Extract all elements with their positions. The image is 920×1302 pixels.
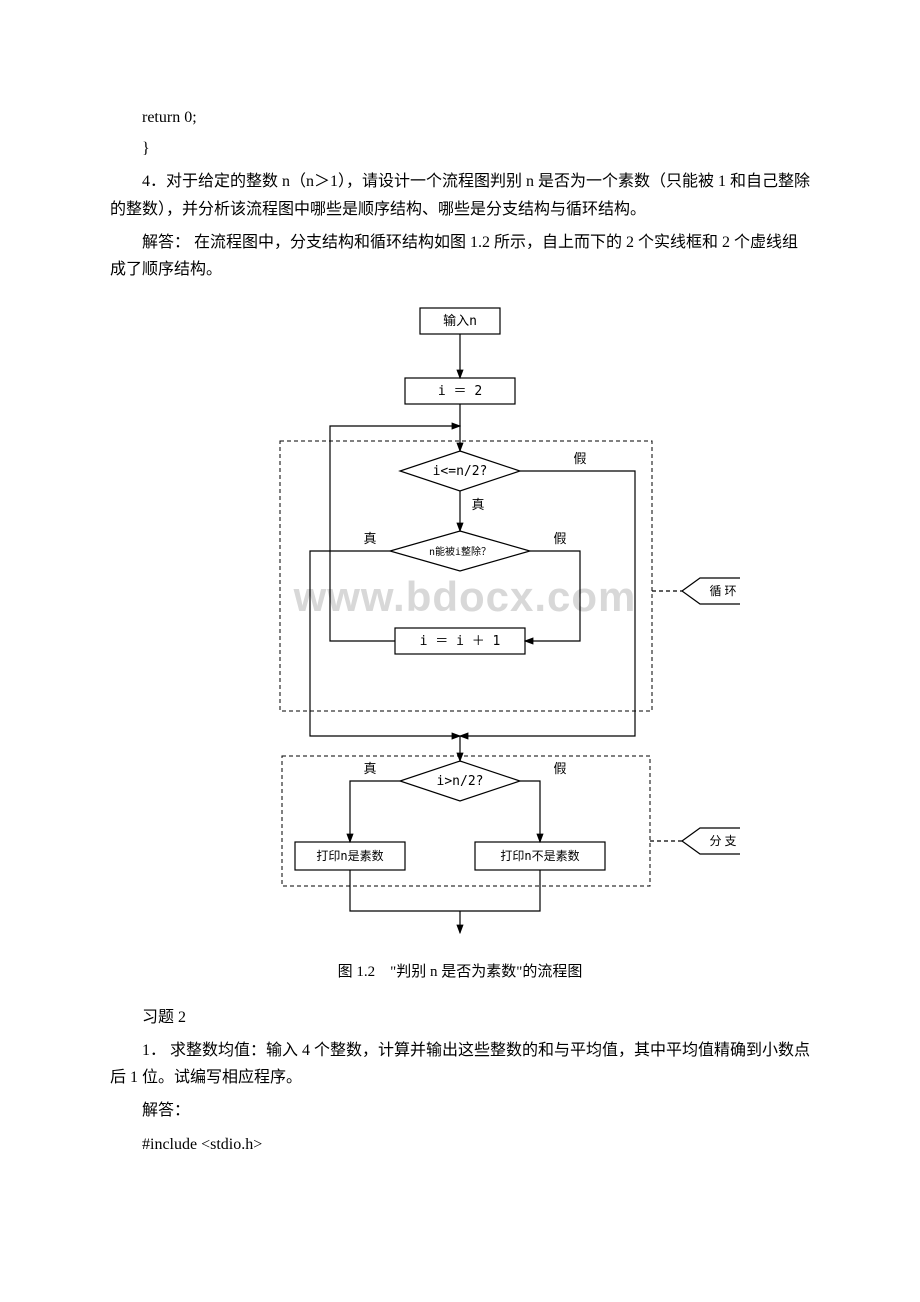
svg-text:i ＝ 2: i ＝ 2 (438, 384, 482, 399)
question-2-1: 1． 求整数均值：输入 4 个整数，计算并输出这些整数的和与平均值，其中平均值精… (110, 1037, 810, 1091)
svg-text:循 环 结 构: 循 环 结 构 (709, 583, 740, 598)
svg-text:真: 真 (471, 497, 484, 512)
svg-text:n能被i整除？: n能被i整除？ (429, 545, 491, 558)
svg-text:真: 真 (363, 761, 376, 776)
svg-text:真: 真 (363, 531, 376, 546)
code-include: #include <stdio.h> (110, 1131, 810, 1158)
svg-text:输入n: 输入n (443, 313, 477, 329)
svg-text:假: 假 (553, 761, 566, 776)
answer-4: 解答： 在流程图中，分支结构和循环结构如图 1.2 所示，自上而下的 2 个实线… (110, 229, 810, 283)
svg-text:i ＝ i ＋ 1: i ＝ i ＋ 1 (420, 634, 501, 649)
code-brace: } (110, 135, 810, 162)
section-2-title: 习题 2 (110, 1004, 810, 1031)
svg-text:假: 假 (553, 531, 566, 546)
code-return: return 0; (110, 104, 810, 131)
svg-text:i<=n/2?: i<=n/2? (433, 464, 488, 479)
svg-text:假: 假 (573, 451, 586, 466)
svg-text:打印n是素数: 打印n是素数 (316, 848, 383, 863)
question-4: 4．对于给定的整数 n（n＞1），请设计一个流程图判别 n 是否为一个素数（只能… (110, 168, 810, 222)
svg-text:分 支 结 构: 分 支 结 构 (709, 833, 740, 848)
svg-text:打印n不是素数: 打印n不是素数 (500, 848, 579, 863)
answer-2-1-label: 解答： (110, 1097, 810, 1124)
flowchart-figure: www.bdocx.com 输入n i ＝ 2 i<=n/2? n能被i整除？ i ＝ i… (110, 301, 810, 950)
svg-text:www.bdocx.com: www.bdocx.com (293, 573, 637, 620)
svg-text:i>n/2?: i>n/2? (437, 774, 484, 789)
figure-caption: 图 1.2 "判别 n 是否为素数"的流程图 (110, 960, 810, 986)
